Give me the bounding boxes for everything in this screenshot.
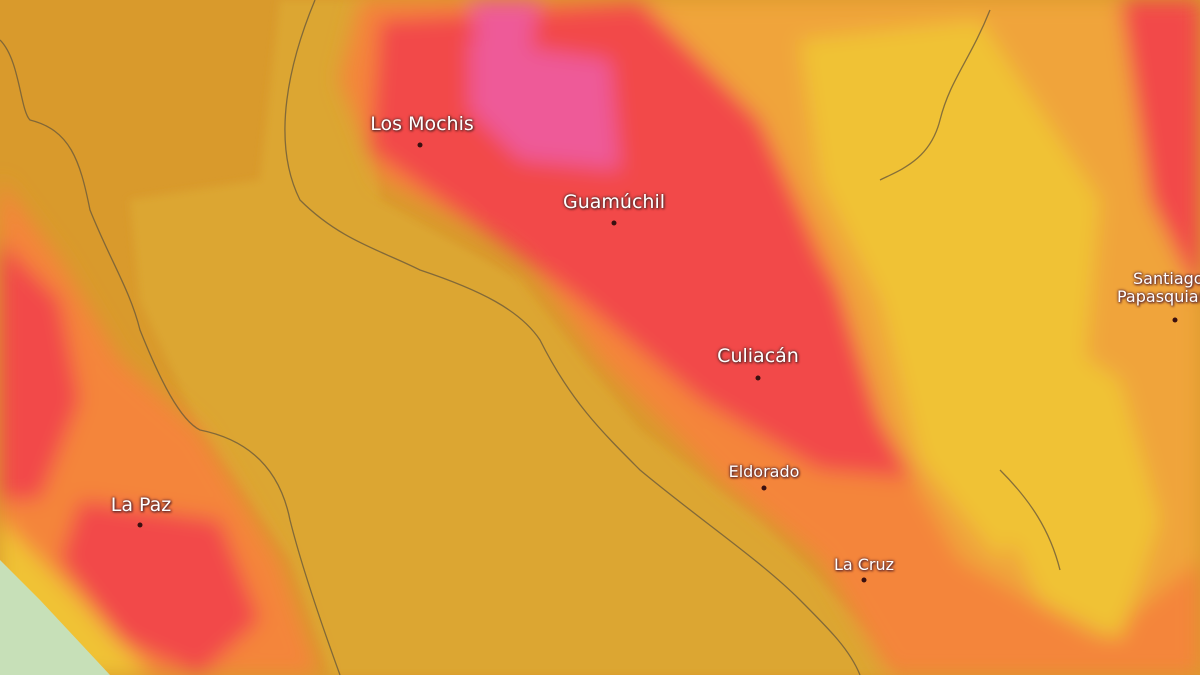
baja-california-sur [0,180,320,675]
city-dot [761,485,767,491]
boundary-lines [0,0,1061,675]
city-label-la-paz[interactable]: La Paz [110,494,172,516]
coast-land-patch [0,560,110,675]
city-label-la-cruz[interactable]: La Cruz [833,555,895,574]
city-label-santiago-papasquiaro[interactable]: Santiago Papasquiaro [1117,270,1200,305]
mainland-sinaloa [340,0,1200,675]
city-label-guamuchil[interactable]: Guamúchil [562,191,666,213]
city-dot [417,142,423,148]
city-label-culiacan[interactable]: Culiacán [717,345,799,367]
city-label-line1: Santiago [1133,269,1200,288]
city-label-los-mochis[interactable]: Los Mochis [370,113,474,135]
city-label-line2: Papasquiaro [1117,286,1200,306]
city-dot [1172,317,1178,323]
city-label-eldorado[interactable]: Eldorado [728,462,800,481]
city-dot [137,522,143,528]
gulf-of-california [130,0,900,675]
city-dot [861,577,867,583]
city-dot [611,220,617,226]
city-dot [755,375,761,381]
